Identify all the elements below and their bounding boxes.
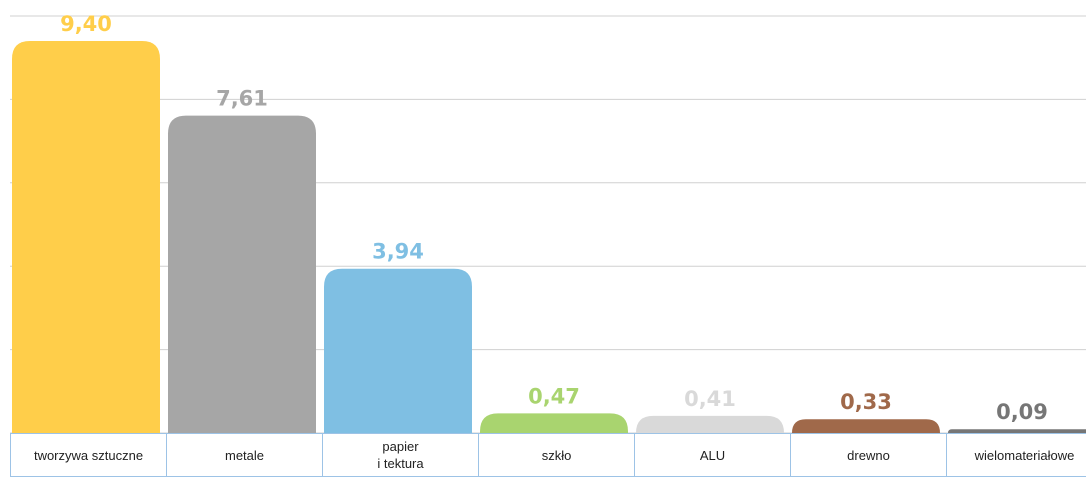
value-label: 0,09 <box>996 400 1048 424</box>
bar <box>636 415 784 433</box>
value-label: 7,61 <box>216 87 268 111</box>
bar <box>168 115 316 434</box>
x-tick-label: ALU <box>634 433 791 477</box>
value-label: 9,40 <box>60 12 112 36</box>
value-label: 0,41 <box>684 387 736 411</box>
x-tick-label: drewno <box>790 433 947 477</box>
bar <box>12 41 160 434</box>
value-label: 0,33 <box>840 390 892 414</box>
x-tick-label: szkło <box>478 433 635 477</box>
value-label: 0,47 <box>528 384 580 408</box>
bar <box>792 419 940 433</box>
bar <box>948 429 1086 433</box>
x-tick-label: metale <box>166 433 323 477</box>
bar <box>480 413 628 433</box>
value-label: 3,94 <box>372 240 424 264</box>
x-tick-label: tworzywa sztuczne <box>10 433 167 477</box>
x-tick-label: papier i tektura <box>322 433 479 477</box>
x-tick-label: wielomateriałowe <box>946 433 1086 477</box>
bar <box>324 268 472 433</box>
